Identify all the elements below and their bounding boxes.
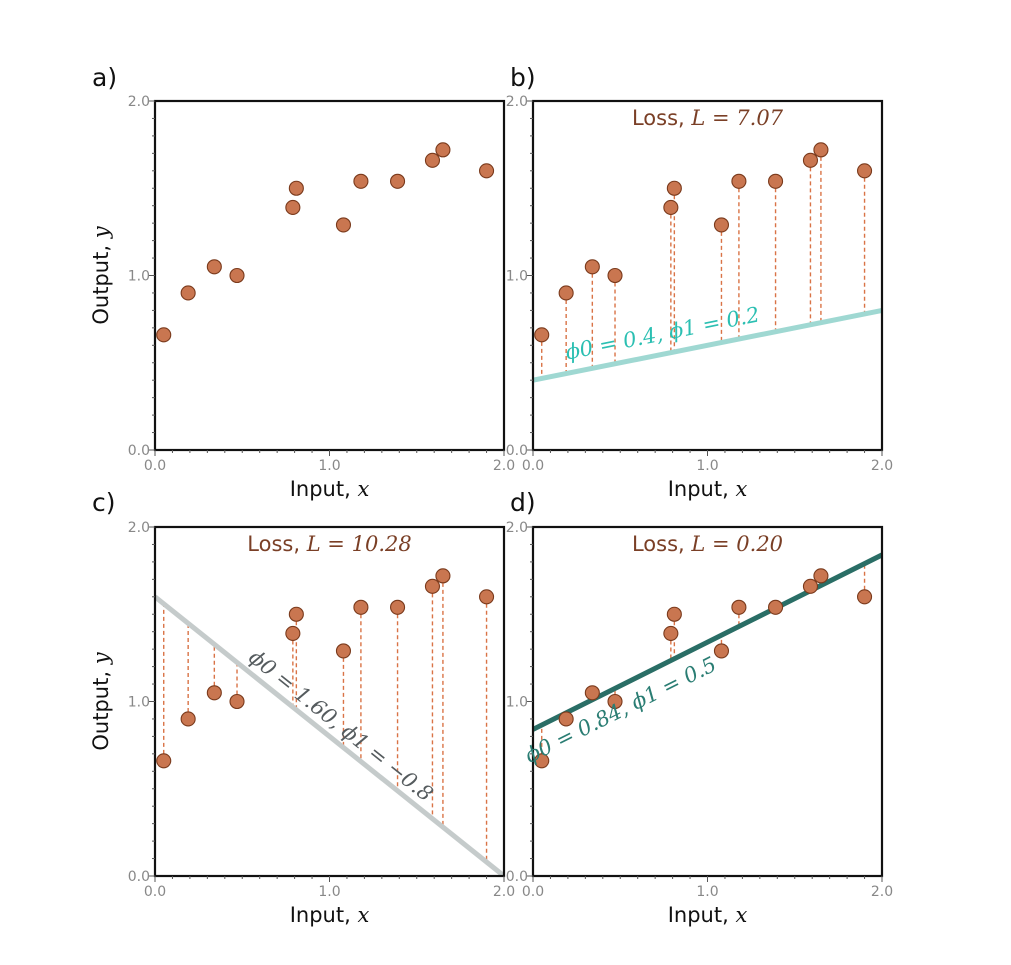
y-tick-label: 1.0 [128, 695, 150, 711]
data-point [390, 173, 406, 189]
panel-2: b) 0.0 1.0 2.0 0.0 1.0 2.0 Input, x Loss, L = 7.… [506, 63, 893, 501]
data-point [802, 578, 819, 594]
y-tick-label: 1.0 [506, 269, 528, 285]
data-point [206, 685, 222, 701]
y-tick-label: 2.0 [128, 94, 150, 110]
data-point [288, 606, 304, 622]
x-tick-label: 1.0 [696, 884, 718, 900]
x-axis-label: Input, x [290, 477, 370, 501]
x-tick-label: 0.0 [522, 884, 544, 900]
data-point [731, 599, 747, 615]
loss-title: Loss, L = 7.07 [632, 106, 784, 130]
data-point [424, 578, 441, 594]
x-tick-label: 2.0 [493, 458, 515, 474]
fit-line [533, 307, 882, 383]
panel-3: c) 0.0 1.0 2.0 0.0 1.0 2.0 Input, x Output, y Los… [89, 488, 515, 927]
data-point [663, 199, 679, 215]
x-axis-label: Input, x [668, 477, 748, 501]
data-point [666, 180, 682, 196]
data-point [584, 259, 600, 275]
data-point [534, 753, 550, 769]
data-point [435, 568, 451, 584]
y-tick-label: 0.0 [506, 869, 528, 885]
data-point [478, 163, 495, 179]
data-point [335, 643, 352, 659]
data-point [534, 327, 550, 343]
x-tick-label: 0.0 [144, 884, 166, 900]
data-point [285, 625, 301, 641]
data-point [813, 568, 829, 584]
data-point [229, 693, 245, 710]
x-tick-label: 2.0 [871, 884, 893, 900]
data-point [666, 606, 682, 622]
data-point [713, 643, 730, 659]
data-point [856, 589, 873, 605]
data-point [285, 199, 301, 215]
data-point [288, 180, 304, 196]
data-point [607, 267, 623, 284]
data-point [180, 711, 196, 727]
y-tick-label: 1.0 [128, 269, 150, 285]
data-point [353, 173, 369, 189]
x-tick-label: 0.0 [144, 458, 166, 474]
data-point [435, 142, 451, 158]
panel-label: d) [510, 488, 536, 517]
x-axis-label: Input, x [290, 903, 370, 927]
plot-frame [531, 99, 884, 452]
panel-label: c) [92, 488, 116, 517]
y-axis-label: Output, y [89, 651, 113, 750]
data-point [768, 599, 784, 615]
data-point [424, 152, 441, 168]
loss-title: Loss, L = 0.20 [632, 532, 783, 556]
y-tick-label: 1.0 [506, 695, 528, 711]
y-tick-label: 2.0 [128, 520, 150, 536]
data-point [390, 599, 406, 615]
y-axis-label: Output, y [89, 225, 113, 324]
data-point [768, 173, 784, 189]
x-tick-label: 1.0 [318, 884, 340, 900]
y-tick-label: 2.0 [506, 520, 528, 536]
y-tick-label: 0.0 [128, 443, 150, 459]
data-point [353, 599, 369, 615]
data-point [813, 142, 829, 158]
y-tick-label: 0.0 [506, 443, 528, 459]
fit-line-label: ϕ0 = 1.60, ϕ1 = −0.8 [244, 645, 437, 806]
panel-label: a) [92, 63, 117, 92]
data-point [156, 753, 172, 769]
plot-frame [153, 99, 506, 452]
loss-title: Loss, L = 10.28 [247, 532, 411, 556]
data-point [663, 625, 679, 641]
data-point [713, 217, 730, 233]
data-point [802, 152, 819, 168]
panel-label: b) [510, 63, 536, 92]
data-point [856, 163, 873, 179]
fit-line-label: ϕ0 = 0.84, ϕ1 = 0.5 [521, 652, 720, 768]
data-point [180, 285, 196, 301]
x-tick-label: 0.0 [522, 458, 544, 474]
x-tick-label: 1.0 [696, 458, 718, 474]
fit-line [533, 552, 882, 732]
data-point [558, 285, 574, 301]
data-point [206, 259, 222, 275]
data-point [335, 217, 352, 233]
panel-4: d) 0.0 1.0 2.0 0.0 1.0 2.0 Input, x Loss, L = 0.… [506, 488, 893, 927]
x-axis-label: Input, x [668, 903, 748, 927]
x-tick-label: 2.0 [871, 458, 893, 474]
y-tick-label: 2.0 [506, 94, 528, 110]
data-point [731, 173, 747, 189]
x-tick-label: 1.0 [318, 458, 340, 474]
data-point [478, 589, 495, 605]
data-point [607, 693, 623, 710]
y-tick-label: 0.0 [128, 869, 150, 885]
x-tick-label: 2.0 [493, 884, 515, 900]
data-point [229, 267, 245, 284]
panel-1: a) 0.0 1.0 2.0 0.0 1.0 2.0 Input, x Output, y [89, 63, 515, 501]
data-point [558, 711, 574, 727]
fit-line [155, 594, 504, 876]
data-point [584, 685, 600, 701]
data-point [156, 327, 172, 343]
